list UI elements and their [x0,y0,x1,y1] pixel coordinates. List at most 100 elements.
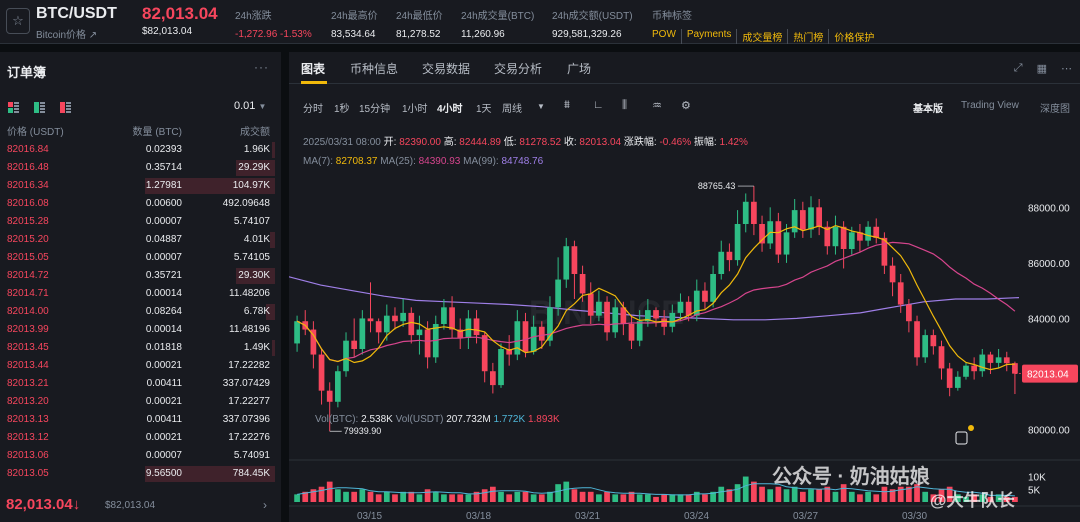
order-book-row[interactable]: 82013.44 0.00021 17.22282 [0,357,281,375]
candle-body [310,329,317,355]
view-depth[interactable]: 深度图 [1040,104,1070,115]
volume-bar [367,491,374,502]
row-qty: 0.00007 [145,216,182,227]
volume-bar [742,476,749,502]
stat-24h-volume-usdt: 24h成交额(USDT) 929,581,329.26 [552,7,633,40]
drawing-icon[interactable]: ♒ [652,100,662,112]
order-book-row[interactable]: 82014.00 0.08264 6.78K [0,303,281,321]
settings-gear-icon[interactable]: ⚙ [681,100,691,112]
more-options-icon[interactable]: ··· [254,60,269,74]
tab-coin-info[interactable]: 币种信息 [350,62,399,76]
watermark-text: 公众号 · 奶油姑娘 [772,466,930,488]
chevron-right-icon[interactable]: › [263,498,267,512]
candle-body [954,376,961,388]
row-qty: 0.00007 [145,252,182,263]
order-book-row[interactable]: 82013.13 0.00411 337.07396 [0,411,281,429]
interval-1s[interactable]: 1秒 [334,104,350,115]
order-book-row[interactable]: 82013.45 0.01818 1.49K [0,339,281,357]
depth-bar [145,466,275,482]
tag-payments[interactable]: Payments [680,29,736,44]
indicator-icon[interactable]: ∟ [593,99,604,111]
interval-more-icon[interactable]: ▼ [537,102,545,111]
order-book-row[interactable]: 82016.34 1.27981 104.97K [0,177,281,195]
tag-hot-rank[interactable]: 热门榜 [787,29,828,44]
tag-volume-rank[interactable]: 成交量榜 [736,29,787,44]
high-price-label: 88765.43 [698,181,736,191]
tab-trading-analysis[interactable]: 交易分析 [494,62,543,76]
current-price-row[interactable]: 82,013.04↓ $82,013.04 › [0,492,281,522]
volume-bar [873,494,880,502]
order-book-row[interactable]: 82014.72 0.35721 29.30K [0,267,281,285]
stat-24h-change: 24h涨跌 -1,272.96 -1.53% [235,7,312,40]
candles-icon[interactable]: ⫼ [622,99,628,111]
order-book-row[interactable]: 82014.71 0.00014 11.48206 [0,285,281,303]
precision-select[interactable]: 0.01 ▼ [234,100,266,112]
order-book-row[interactable]: 82016.84 0.02393 1.96K [0,141,281,159]
candlestick-chart[interactable]: 88000.0086000.0084000.0082000.0080000.00… [289,104,1080,522]
candle-body [620,307,627,324]
date-axis-tick: 03/24 [684,511,709,522]
candle-body [563,246,570,280]
volume-bar [375,494,382,502]
row-total: 5.74105 [233,252,270,263]
pair-subtitle[interactable]: Bitcoin价格 ↗ [36,26,97,41]
candle-body [408,312,415,336]
candle-body [889,265,896,283]
candle-body [498,349,504,386]
tab-trading-data[interactable]: 交易数据 [422,62,471,76]
candle-body [881,237,888,266]
volume-bar [579,491,586,502]
candle-body [693,290,700,316]
view-basic[interactable]: 基本版 [913,104,943,115]
order-book-row[interactable]: 82015.20 0.04887 4.01K [0,231,281,249]
order-book-row[interactable]: 82013.21 0.00411 337.07429 [0,375,281,393]
interval-time[interactable]: 分时 [303,104,323,115]
chevron-down-icon: ▼ [258,102,267,111]
tab-square[interactable]: 广场 [567,62,592,76]
grid-icon[interactable]: ▦ [1036,63,1047,75]
order-book-row[interactable]: 82013.99 0.00014 11.48196 [0,321,281,339]
candle-body [416,329,423,336]
more-icon[interactable]: ⋯ [1061,63,1072,75]
ohlc-date: 2025/03/31 08:00 [303,137,381,148]
candle-body [783,232,790,255]
favorite-star-icon[interactable]: ☆ [6,8,30,34]
interval-week[interactable]: 周线 [502,104,522,115]
volume-bar [457,494,464,502]
order-book-row[interactable]: 82016.48 0.35714 29.29K [0,159,281,177]
row-total: 1.49K [243,342,270,353]
candle-body [359,318,366,349]
view-asks-icon[interactable] [60,102,71,113]
order-book-row[interactable]: 82013.12 0.00021 17.22276 [0,429,281,447]
view-both-icon[interactable] [8,102,19,113]
volume-bar [294,494,300,502]
row-qty: 0.00021 [145,432,182,443]
volume-bar [799,491,806,502]
tab-chart[interactable]: 图表 [301,62,326,76]
interval-4h[interactable]: 4小时 [437,104,463,115]
expand-icon[interactable]: ⤢ [1013,62,1023,74]
candle-type-icon[interactable]: ⩩ [564,99,570,111]
volume-bar [669,494,676,502]
volume-bar [432,491,439,502]
candle-body [294,321,300,344]
view-trading-view[interactable]: Trading View [961,100,1019,111]
candle-body [995,357,1002,363]
order-book-row[interactable]: 82013.05 9.56500 784.45K [0,465,281,483]
interval-15m[interactable]: 15分钟 [359,104,391,115]
ohlc-info: 2025/03/31 08:00 开: 82390.00 高: 82444.89… [303,133,748,148]
order-book-row[interactable]: 82015.28 0.00007 5.74107 [0,213,281,231]
interval-1d[interactable]: 1天 [476,104,492,115]
tag-pow[interactable]: POW [652,29,676,40]
view-bids-icon[interactable] [34,102,45,113]
volume-bar [326,481,333,502]
interval-1h[interactable]: 1小时 [402,104,428,115]
order-book-row[interactable]: 82015.05 0.00007 5.74105 [0,249,281,267]
order-book-row[interactable]: 82013.20 0.00021 17.22277 [0,393,281,411]
tag-price-protection[interactable]: 价格保护 [828,29,879,44]
volume-bar [775,486,782,502]
order-book-row[interactable]: 82016.08 0.00600 492.09648 [0,195,281,213]
order-book-row[interactable]: 82013.06 0.00007 5.74091 [0,447,281,465]
last-price: 82,013.04 [142,4,218,23]
volume-bar [922,491,929,502]
